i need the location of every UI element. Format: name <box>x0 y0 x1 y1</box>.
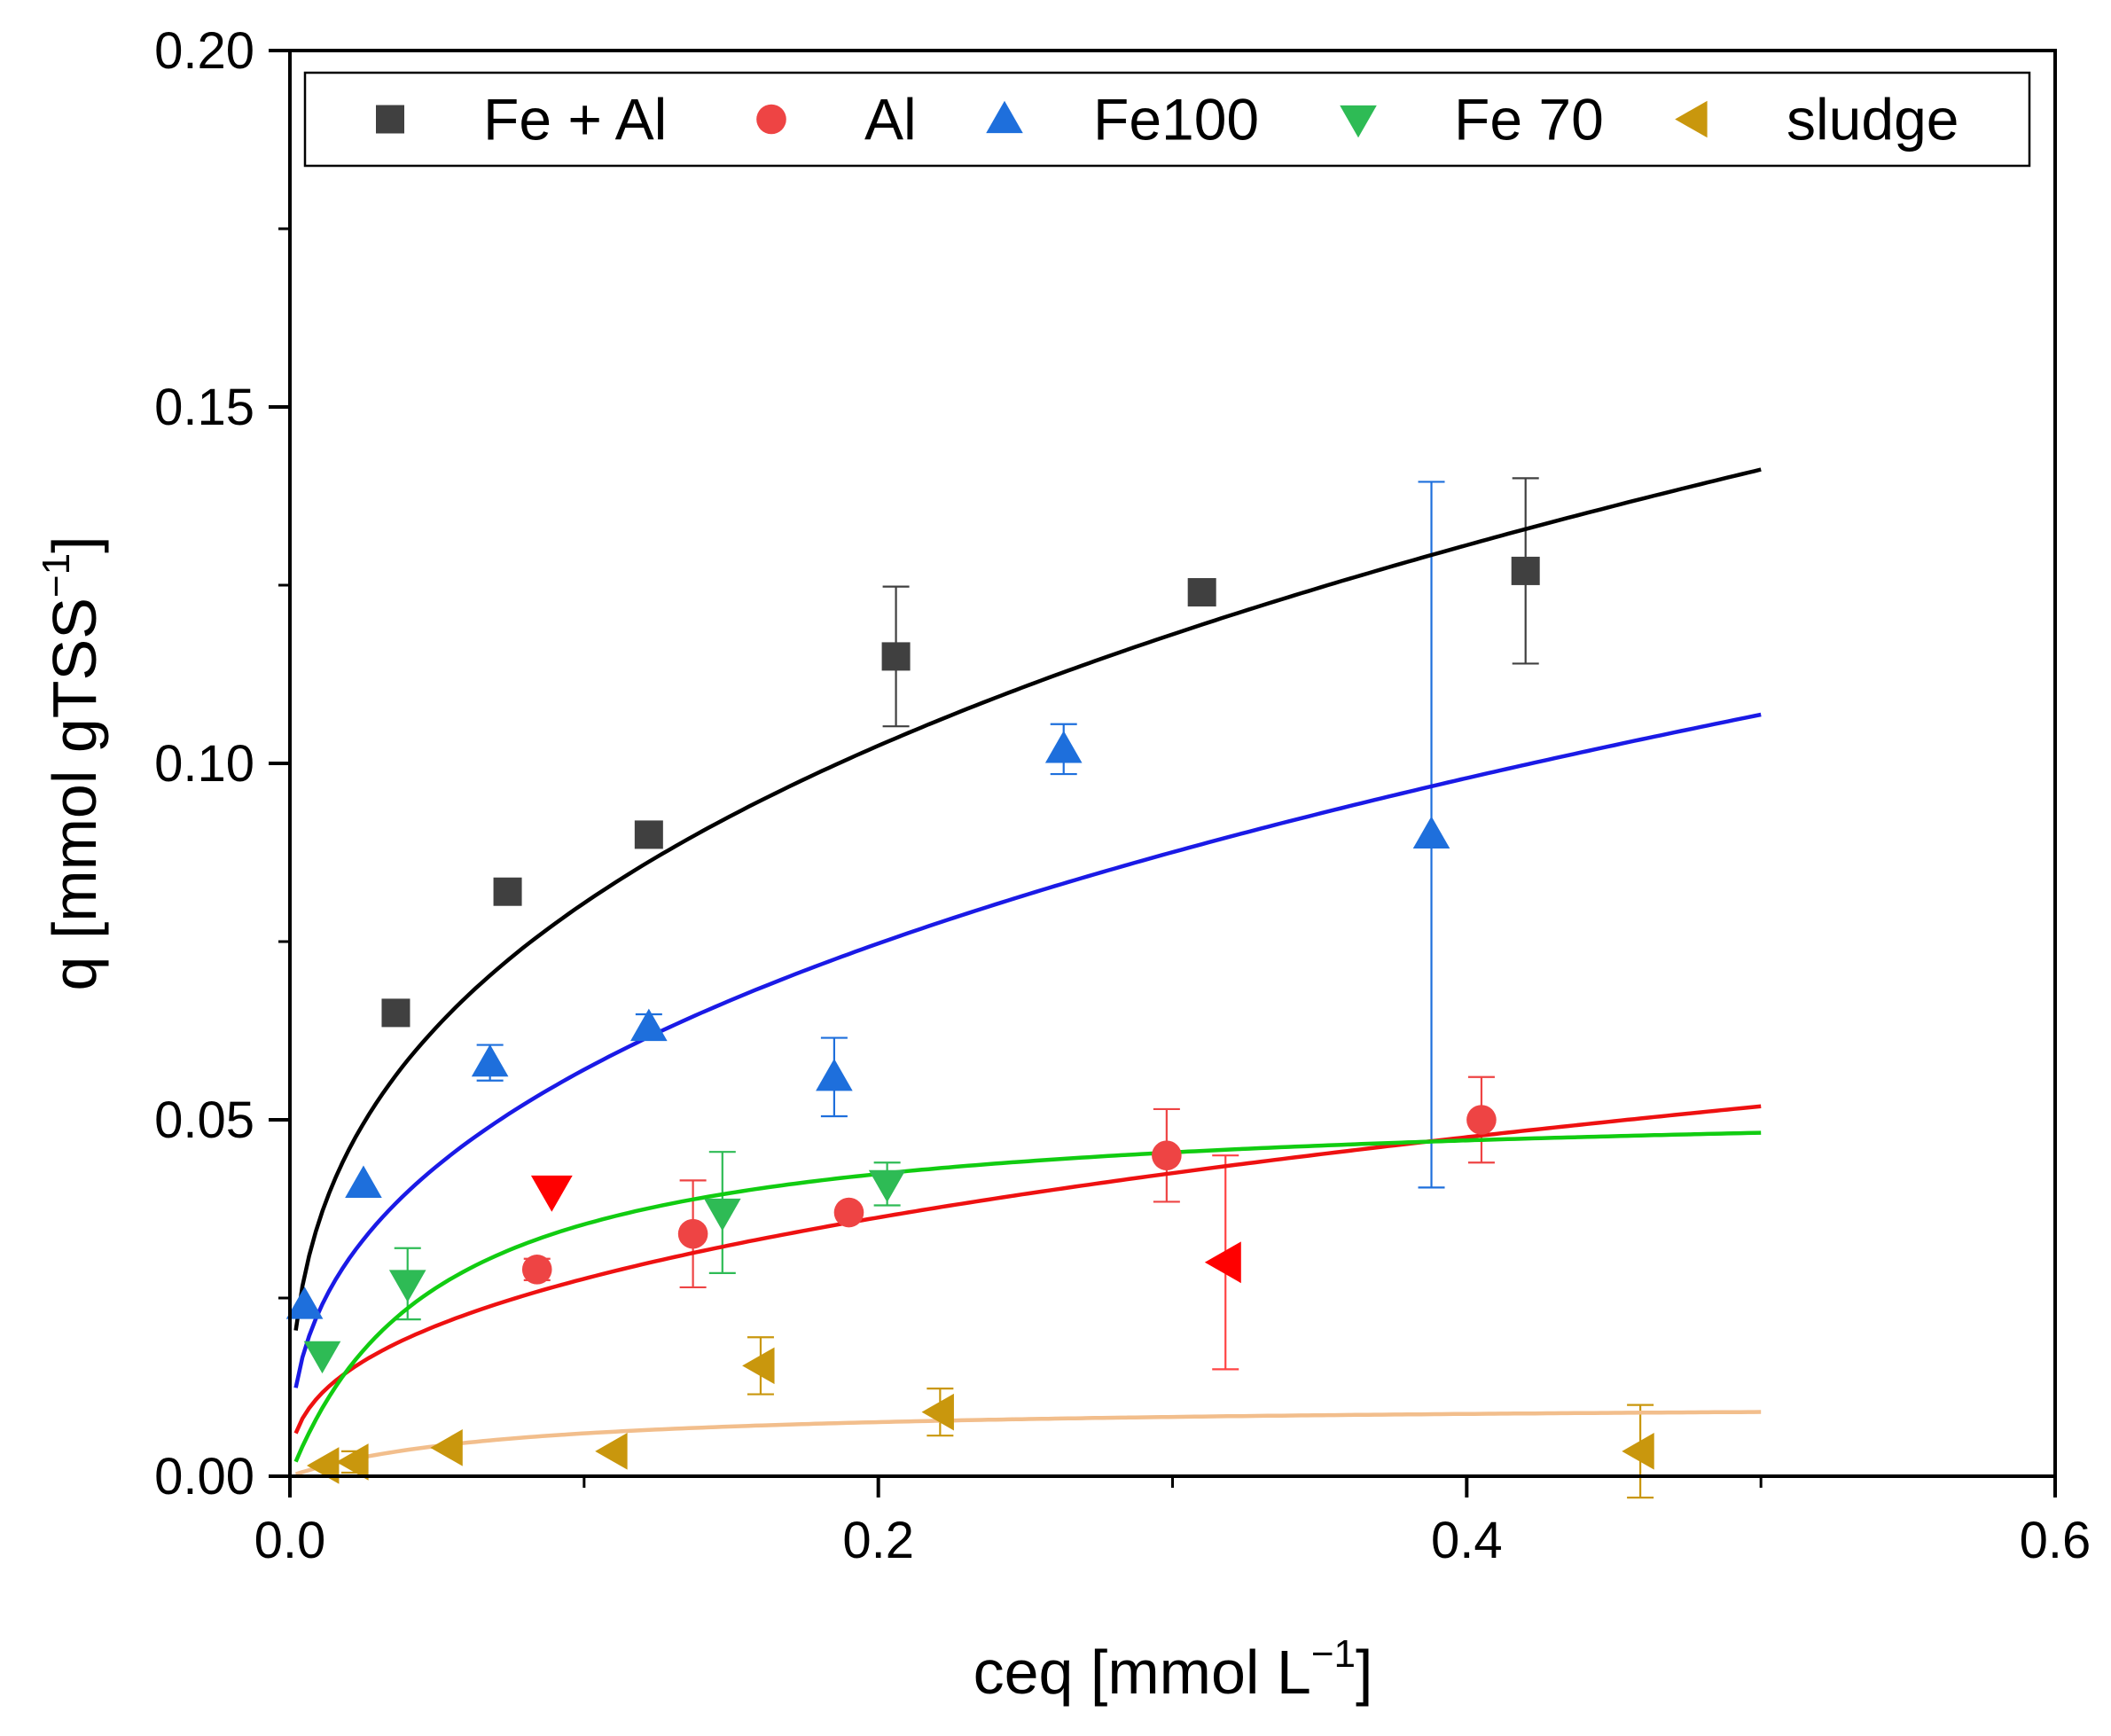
y-tick-label-0: 0.00 <box>154 1448 254 1505</box>
x-tick-label-0: 0.0 <box>254 1512 326 1569</box>
x-axis-title: ceq [mmol L−1] <box>973 1632 1373 1707</box>
y-tick-label-4: 0.20 <box>154 22 254 80</box>
x-tick-label-1: 0.2 <box>842 1512 914 1569</box>
data-point-3-3 <box>868 1169 906 1203</box>
data-point-2-4 <box>816 1058 853 1091</box>
y-tick-label-1: 0.05 <box>154 1091 254 1149</box>
data-point-1-3 <box>1152 1140 1182 1170</box>
data-point-1-0 <box>521 1255 552 1285</box>
data-point-2-5 <box>1044 731 1083 763</box>
data-point-1-1 <box>677 1218 708 1249</box>
legend-symbol-3 <box>1340 105 1377 138</box>
legend-symbol-0 <box>376 105 404 134</box>
x-tick-label-3: 0.6 <box>2020 1512 2091 1569</box>
data-point-4-6 <box>1622 1433 1654 1470</box>
highlight-point-1 <box>1204 1241 1241 1284</box>
legend-box <box>303 71 2031 168</box>
data-point-3-2 <box>703 1198 741 1232</box>
data-point-0-1 <box>493 877 522 906</box>
fit-curve-3 <box>293 1130 1762 1463</box>
data-point-1-4 <box>1466 1105 1497 1135</box>
fit-curve-2 <box>293 712 1762 1388</box>
data-point-4-5 <box>921 1393 954 1431</box>
data-point-3-1 <box>388 1270 426 1302</box>
legend-label-4: sludge <box>1787 87 1959 152</box>
data-point-2-6 <box>1412 816 1450 848</box>
y-tick-label-3: 0.15 <box>154 379 254 436</box>
data-point-0-0 <box>381 998 410 1028</box>
legend-label-3: Fe 70 <box>1454 87 1604 152</box>
data-point-4-2 <box>430 1429 463 1466</box>
fit-curve-4 <box>294 1410 1762 1476</box>
data-point-4-3 <box>595 1433 628 1470</box>
data-point-2-2 <box>471 1044 509 1077</box>
data-point-2-0 <box>285 1286 324 1319</box>
highlight-point-0 <box>530 1175 573 1212</box>
legend-symbol-4 <box>1675 100 1708 138</box>
y-axis-title: q [mmol gTSS−1] <box>35 536 109 990</box>
data-point-4-4 <box>742 1347 775 1385</box>
legend-label-1: Al <box>864 87 917 152</box>
fit-curve-1 <box>293 1104 1762 1435</box>
x-tick-label-2: 0.4 <box>1431 1512 1503 1569</box>
legend-symbol-2 <box>986 100 1023 134</box>
legend-symbol-1 <box>756 104 786 135</box>
legend-label-0: Fe + Al <box>483 87 667 152</box>
data-point-1-2 <box>833 1197 864 1228</box>
data-point-0-3 <box>881 642 911 671</box>
data-point-2-1 <box>345 1165 382 1198</box>
y-tick-label-2: 0.10 <box>154 735 254 793</box>
data-point-0-5 <box>1511 556 1540 585</box>
fit-curve-0 <box>293 467 1762 1331</box>
data-point-3-0 <box>303 1341 341 1374</box>
data-point-2-3 <box>630 1008 668 1042</box>
legend-label-2: Fe100 <box>1093 87 1259 152</box>
data-point-0-2 <box>634 820 663 849</box>
data-point-0-4 <box>1187 578 1216 607</box>
data-point-4-1 <box>336 1443 369 1481</box>
